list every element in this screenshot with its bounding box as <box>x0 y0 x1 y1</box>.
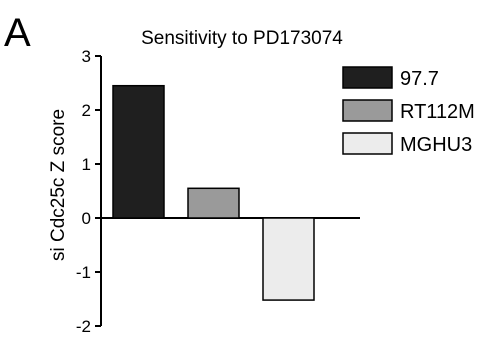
y-axis-label: si Cdc25c Z score <box>48 109 69 261</box>
y-tick-label: -2 <box>76 317 91 336</box>
y-tick-label: 1 <box>82 155 91 174</box>
bar-rt112m <box>187 187 240 219</box>
legend: 97.7 RT112M MGHU3 <box>342 66 475 156</box>
legend-swatch <box>342 66 393 89</box>
y-tick-label: 2 <box>82 101 91 120</box>
y-tick-label: 0 <box>82 209 91 228</box>
legend-swatch <box>342 132 393 155</box>
chart-title: Sensitivity to PD173074 <box>141 28 343 49</box>
legend-label: RT112M <box>400 101 475 123</box>
legend-swatch <box>342 99 393 122</box>
panel-label: A <box>4 11 31 55</box>
y-tick-label: 3 <box>82 47 91 66</box>
y-tick-label: -1 <box>76 263 91 282</box>
bar-mghu3 <box>262 217 315 301</box>
legend-label: 97.7 <box>400 68 439 90</box>
bar-97-7 <box>112 84 165 219</box>
bars <box>112 84 315 301</box>
legend-label: MGHU3 <box>400 134 472 156</box>
